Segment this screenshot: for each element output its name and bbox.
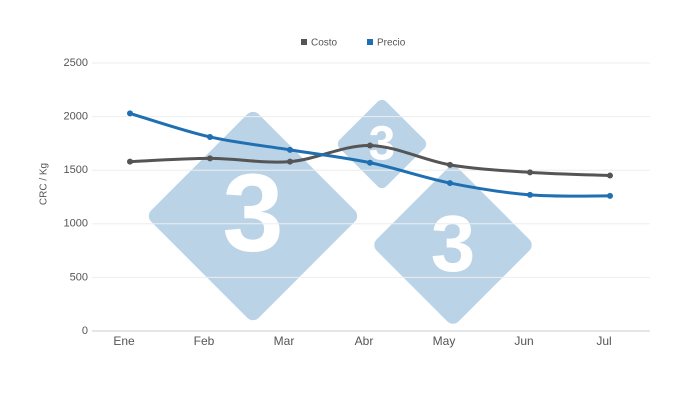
data-point (447, 161, 453, 168)
y-tick-label: 2000 (64, 111, 88, 123)
x-tick-label: Jun (514, 334, 533, 348)
y-tick-label: 0 (82, 325, 88, 337)
watermark-diamond (374, 166, 532, 324)
data-point (207, 133, 213, 140)
data-point (207, 155, 213, 162)
x-tick-label: Mar (274, 334, 295, 348)
watermark-text: 3 (222, 152, 283, 275)
legend-label: Precio (377, 38, 406, 49)
data-point (127, 158, 133, 165)
x-tick-label: Feb (194, 334, 215, 348)
data-point (367, 159, 373, 166)
data-point (527, 191, 533, 198)
data-point (287, 146, 293, 153)
watermark-text: 3 (431, 199, 476, 288)
y-tick-label: 2500 (64, 57, 88, 69)
data-point (447, 180, 453, 187)
data-point (607, 172, 613, 179)
watermark-diamond (148, 111, 358, 321)
y-tick-label: 500 (70, 271, 88, 283)
legend-swatch (367, 39, 373, 45)
data-point (287, 158, 293, 165)
x-tick-label: Jul (596, 334, 611, 348)
data-point (527, 169, 533, 176)
data-point (367, 142, 373, 149)
data-point (607, 192, 613, 199)
y-tick-label: 1500 (64, 164, 88, 176)
legend-label: Costo (311, 38, 338, 49)
watermark-diamond (337, 99, 427, 189)
data-point (127, 110, 133, 117)
x-tick-label: Ene (113, 334, 135, 348)
x-tick-label: Abr (355, 334, 374, 348)
y-tick-label: 1000 (64, 218, 88, 230)
legend-swatch (301, 39, 307, 45)
x-tick-label: May (433, 334, 456, 348)
y-axis-label: CRC / Kg (39, 163, 50, 205)
watermark (148, 99, 532, 324)
